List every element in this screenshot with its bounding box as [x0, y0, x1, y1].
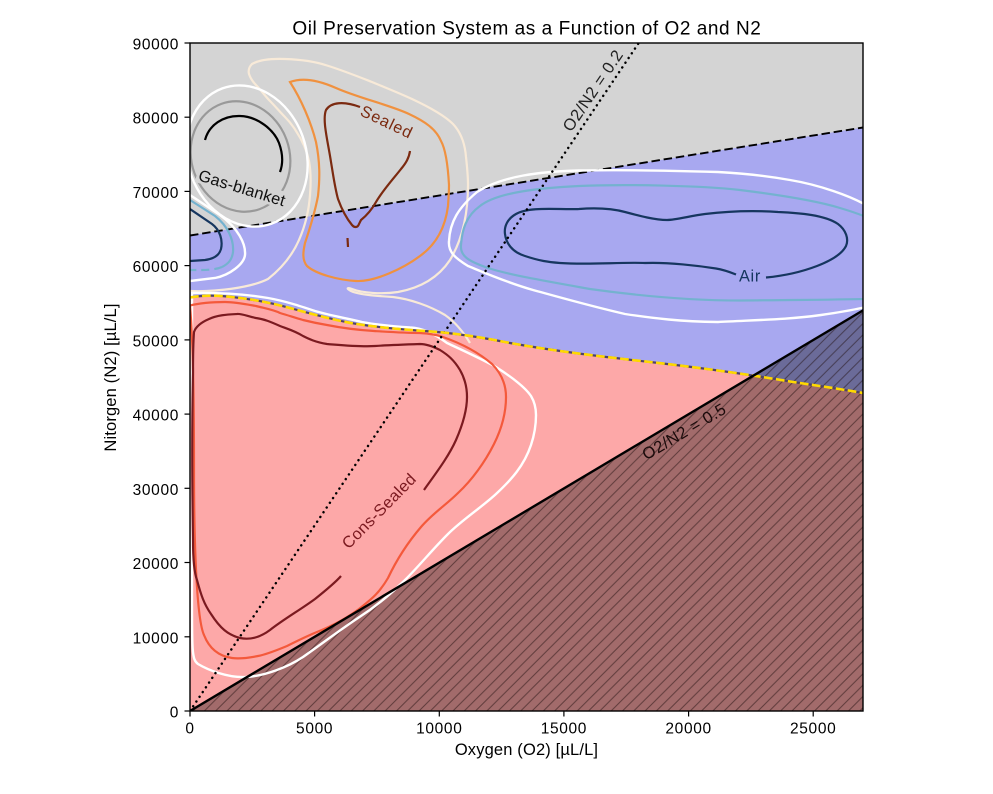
- svg-text:Air: Air: [739, 268, 761, 286]
- svg-text:20000: 20000: [665, 721, 711, 738]
- svg-text:40000: 40000: [133, 408, 179, 425]
- svg-text:5000: 5000: [296, 721, 333, 738]
- svg-text:10000: 10000: [416, 721, 462, 738]
- svg-text:Nitorgen (N2) [µL/L]: Nitorgen (N2) [µL/L]: [102, 303, 120, 451]
- svg-text:60000: 60000: [133, 259, 179, 276]
- svg-text:80000: 80000: [133, 111, 179, 128]
- svg-text:10000: 10000: [133, 630, 179, 647]
- svg-text:Oil Preservation System as a F: Oil Preservation System as a Function of…: [292, 19, 761, 40]
- svg-text:0: 0: [185, 721, 194, 738]
- svg-text:Oxygen (O2) [µL/L]: Oxygen (O2) [µL/L]: [455, 741, 598, 759]
- svg-text:30000: 30000: [133, 482, 179, 499]
- svg-text:50000: 50000: [133, 333, 179, 350]
- svg-text:70000: 70000: [133, 185, 179, 202]
- svg-text:0: 0: [170, 705, 179, 722]
- svg-text:15000: 15000: [541, 721, 587, 738]
- svg-text:20000: 20000: [133, 556, 179, 573]
- svg-text:25000: 25000: [790, 721, 836, 738]
- svg-text:90000: 90000: [133, 37, 179, 54]
